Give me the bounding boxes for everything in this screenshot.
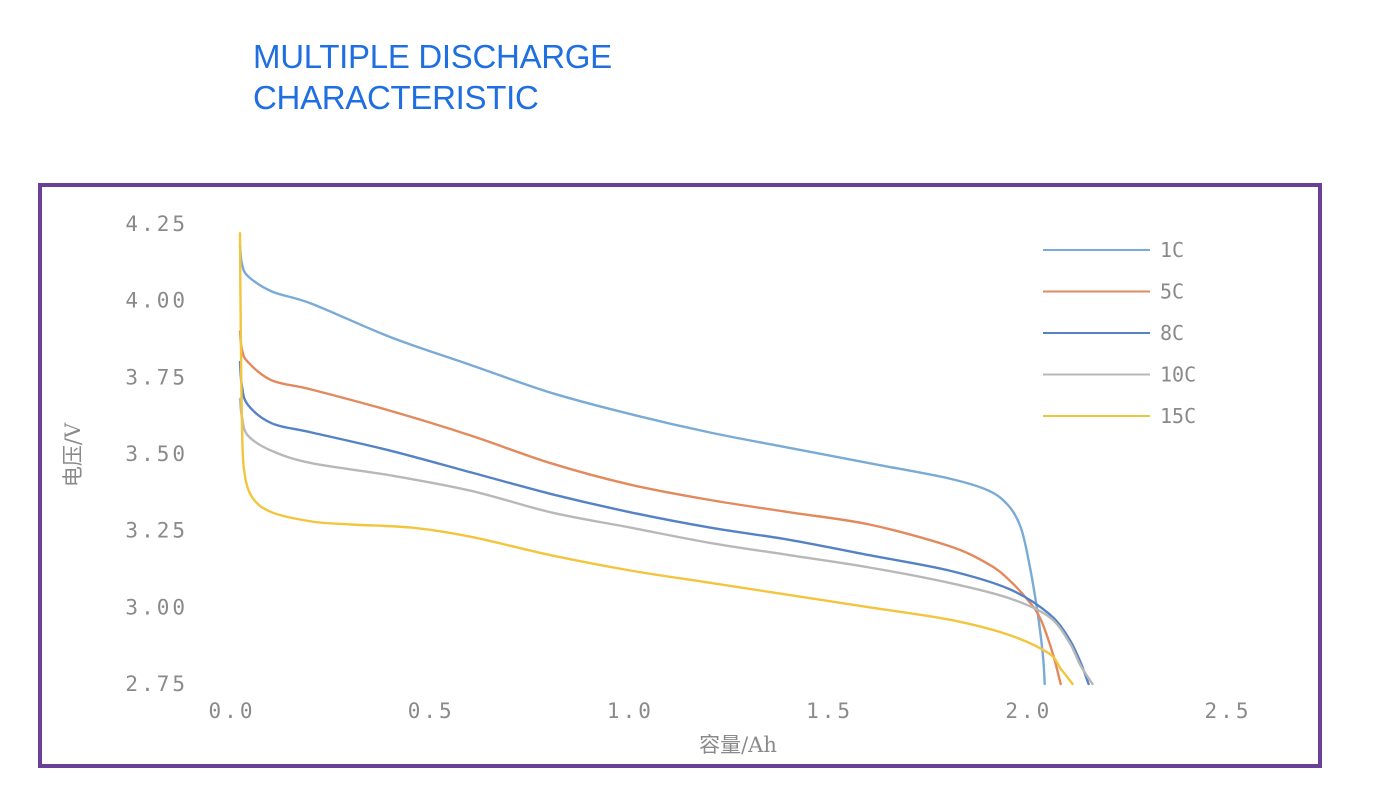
series-line-10c — [238, 397, 1094, 686]
x-tick-label: 0.5 — [408, 699, 455, 723]
series-lines — [238, 232, 1094, 686]
x-axis-label: 容量/Ah — [699, 733, 777, 757]
y-axis-label: 电压/V — [61, 422, 85, 487]
legend-label: 15C — [1160, 404, 1196, 428]
legend-label: 1C — [1160, 238, 1184, 262]
x-tick-label: 1.0 — [607, 699, 654, 723]
x-tick-label: 1.5 — [806, 699, 853, 723]
x-tick-label: 2.5 — [1205, 699, 1252, 723]
x-tick-label: 2.0 — [1005, 699, 1052, 723]
y-tick-label: 3.00 — [125, 595, 188, 619]
y-tick-label: 3.50 — [125, 442, 188, 466]
y-tick-label: 2.75 — [125, 672, 188, 696]
legend: 1C 5C 8C 10C 15C — [1043, 238, 1196, 428]
y-tick-label: 3.25 — [125, 519, 188, 543]
x-tick-labels: 0.0 0.5 1.0 1.5 2.0 2.5 — [209, 699, 1252, 723]
y-tick-label: 3.75 — [125, 365, 188, 389]
y-tick-labels: 4.25 4.00 3.75 3.50 3.25 3.00 2.75 — [125, 212, 188, 696]
series-line-1c — [238, 244, 1046, 686]
legend-label: 8C — [1160, 321, 1184, 345]
chart-heading-line-1: MULTIPLE DISCHARGE — [253, 38, 612, 75]
legend-label: 5C — [1160, 280, 1184, 304]
series-line-8c — [238, 360, 1090, 686]
series-line-15c — [238, 232, 1074, 686]
chart-heading: MULTIPLE DISCHARGE CHARACTERISTIC — [253, 36, 612, 118]
y-tick-label: 4.25 — [125, 212, 188, 236]
legend-label: 10C — [1160, 363, 1196, 387]
y-tick-label: 4.00 — [125, 289, 188, 313]
chart-heading-line-2: CHARACTERISTIC — [253, 79, 539, 116]
x-tick-label: 0.0 — [209, 699, 256, 723]
series-line-5c — [238, 330, 1062, 686]
